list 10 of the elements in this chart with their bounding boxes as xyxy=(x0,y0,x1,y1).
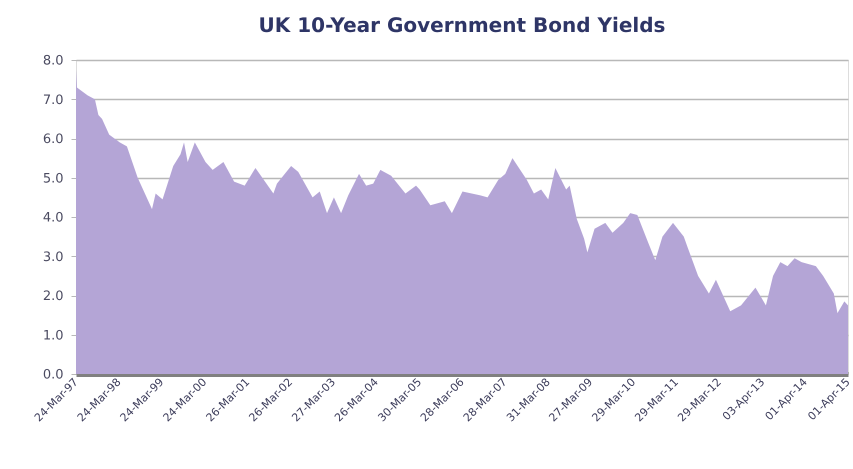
y-tick-label: 5.0 xyxy=(42,171,64,186)
y-tick-label: 2.0 xyxy=(42,289,64,304)
y-tick-label: 1.0 xyxy=(42,328,64,344)
y-tick-label: 7.0 xyxy=(42,92,64,108)
y-tick-label: 3.0 xyxy=(42,250,64,265)
y-tick-label: 0.0 xyxy=(42,368,64,382)
chart-title: UK 10-Year Government Bond Yields xyxy=(258,13,666,37)
y-tick-label: 8.0 xyxy=(42,54,64,68)
y-tick-label: 6.0 xyxy=(42,132,64,147)
y-tick-label: 4.0 xyxy=(42,210,64,226)
